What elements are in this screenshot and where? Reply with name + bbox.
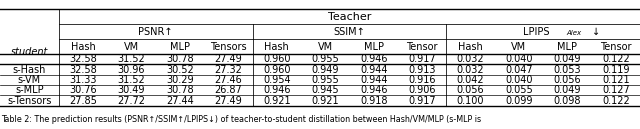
Text: 30.52: 30.52 — [166, 64, 194, 75]
Text: Tensor: Tensor — [406, 42, 438, 51]
Text: 30.78: 30.78 — [166, 85, 194, 95]
Text: 0.945: 0.945 — [312, 85, 339, 95]
Text: 32.58: 32.58 — [69, 54, 97, 64]
Text: 0.056: 0.056 — [457, 85, 484, 95]
Text: 0.053: 0.053 — [554, 64, 581, 75]
Text: Table 2: The prediction results (PSNR↑/SSIM↑/LPIPS↓) of teacher-to-student disti: Table 2: The prediction results (PSNR↑/S… — [1, 115, 481, 124]
Text: 26.87: 26.87 — [214, 85, 243, 95]
Text: 27.44: 27.44 — [166, 96, 194, 106]
Text: 0.032: 0.032 — [457, 54, 484, 64]
Text: 27.46: 27.46 — [214, 75, 243, 85]
Text: 31.52: 31.52 — [118, 54, 145, 64]
Text: 0.042: 0.042 — [457, 75, 484, 85]
Text: 0.122: 0.122 — [602, 54, 630, 64]
Text: 30.29: 30.29 — [166, 75, 194, 85]
Text: VM: VM — [124, 42, 139, 51]
Text: 30.96: 30.96 — [118, 64, 145, 75]
Text: Alex: Alex — [566, 30, 581, 36]
Text: s-Hash: s-Hash — [13, 64, 46, 75]
Text: LPIPS: LPIPS — [524, 27, 550, 37]
Text: 0.960: 0.960 — [263, 54, 291, 64]
Text: Hash: Hash — [70, 42, 95, 51]
Text: VM: VM — [511, 42, 527, 51]
Text: 0.040: 0.040 — [505, 75, 532, 85]
Text: 0.946: 0.946 — [360, 85, 387, 95]
Text: 0.122: 0.122 — [602, 96, 630, 106]
Text: 30.49: 30.49 — [118, 85, 145, 95]
Text: 27.72: 27.72 — [118, 96, 145, 106]
Text: s-Tensors: s-Tensors — [7, 96, 52, 106]
Text: 0.954: 0.954 — [263, 75, 291, 85]
Text: Hash: Hash — [458, 42, 483, 51]
Text: 31.33: 31.33 — [69, 75, 97, 85]
Text: 30.76: 30.76 — [69, 85, 97, 95]
Text: 0.049: 0.049 — [554, 85, 581, 95]
Text: 0.100: 0.100 — [457, 96, 484, 106]
Text: SSIM↑: SSIM↑ — [333, 27, 365, 37]
Text: s-MLP: s-MLP — [15, 85, 44, 95]
Text: Teacher: Teacher — [328, 11, 371, 22]
Text: 30.78: 30.78 — [166, 54, 194, 64]
Text: 0.055: 0.055 — [505, 85, 533, 95]
Text: ↓: ↓ — [592, 27, 600, 37]
Text: 27.32: 27.32 — [214, 64, 243, 75]
Text: MLP: MLP — [557, 42, 577, 51]
Text: 0.121: 0.121 — [602, 75, 630, 85]
Text: 0.032: 0.032 — [457, 64, 484, 75]
Text: 27.49: 27.49 — [214, 96, 243, 106]
Text: VM: VM — [317, 42, 333, 51]
Text: 0.056: 0.056 — [554, 75, 581, 85]
Text: 0.944: 0.944 — [360, 75, 387, 85]
Text: 0.916: 0.916 — [408, 75, 436, 85]
Text: 0.098: 0.098 — [554, 96, 581, 106]
Text: 0.955: 0.955 — [311, 54, 339, 64]
Text: Tensors: Tensors — [210, 42, 246, 51]
Text: 0.047: 0.047 — [505, 64, 532, 75]
Text: 0.960: 0.960 — [263, 64, 291, 75]
Text: 0.127: 0.127 — [602, 85, 630, 95]
Text: MLP: MLP — [170, 42, 190, 51]
Text: student: student — [11, 47, 48, 57]
Text: 0.913: 0.913 — [408, 64, 436, 75]
Text: 32.58: 32.58 — [69, 64, 97, 75]
Text: 0.099: 0.099 — [505, 96, 532, 106]
Text: 0.955: 0.955 — [311, 75, 339, 85]
Text: Tensor: Tensor — [600, 42, 632, 51]
Text: 0.921: 0.921 — [312, 96, 339, 106]
Text: 0.906: 0.906 — [408, 85, 436, 95]
Text: 0.921: 0.921 — [263, 96, 291, 106]
Text: 0.917: 0.917 — [408, 96, 436, 106]
Text: 0.917: 0.917 — [408, 54, 436, 64]
Text: s-VM: s-VM — [18, 75, 41, 85]
Text: 0.040: 0.040 — [505, 54, 532, 64]
Text: 0.119: 0.119 — [602, 64, 630, 75]
Text: 0.918: 0.918 — [360, 96, 387, 106]
Text: 27.49: 27.49 — [214, 54, 243, 64]
Text: 31.52: 31.52 — [118, 75, 145, 85]
Text: PSNR↑: PSNR↑ — [138, 27, 173, 37]
Text: 0.049: 0.049 — [554, 54, 581, 64]
Text: 0.946: 0.946 — [263, 85, 291, 95]
Text: 0.949: 0.949 — [312, 64, 339, 75]
Text: MLP: MLP — [364, 42, 383, 51]
Text: 27.85: 27.85 — [69, 96, 97, 106]
Text: Hash: Hash — [264, 42, 289, 51]
Text: 0.946: 0.946 — [360, 54, 387, 64]
Text: 0.944: 0.944 — [360, 64, 387, 75]
